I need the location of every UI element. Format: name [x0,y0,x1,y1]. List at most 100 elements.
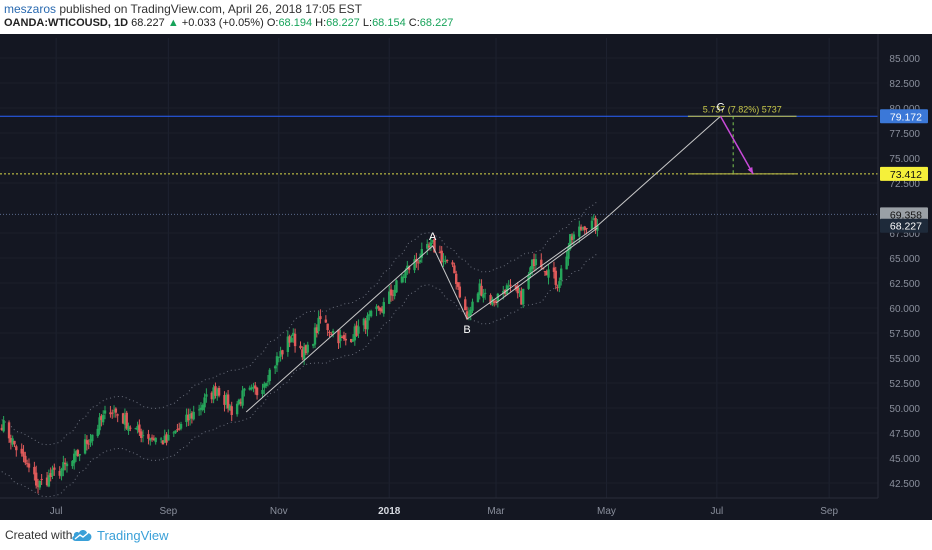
low-label: L: [362,17,373,29]
x-tick-label: 2018 [378,506,401,517]
candle [483,292,487,294]
candle [527,274,530,289]
candle [116,414,119,416]
candle [134,428,137,430]
candle [529,267,532,275]
candle [581,227,585,230]
candle [85,440,89,444]
y-tick-label: 82.500 [889,79,920,90]
change-value: +0.033 (+0.05%) [181,17,264,29]
candle [266,381,270,383]
x-tick-label: Sep [820,506,838,517]
y-tick-label: 85.000 [889,54,920,65]
candle [554,270,557,285]
candle [433,238,436,253]
x-tick-label: Jul [50,506,63,517]
candle [331,330,335,333]
candle [71,460,74,467]
y-tick-label: 67.500 [889,229,920,240]
candle [89,439,92,443]
candle [304,345,308,354]
candle [241,390,244,406]
candle [350,338,353,343]
y-tick-label: 65.000 [889,254,920,265]
candle [429,242,433,247]
candle [212,387,215,400]
candle [159,438,163,440]
candle [281,350,284,355]
author-link[interactable]: meszaros [4,2,57,16]
candle [129,427,132,429]
price-tag-79.172: 79.172 [890,111,922,123]
high-label: H: [315,17,327,29]
candle [197,409,201,411]
candle [543,271,547,273]
candle [174,430,177,433]
candle [149,438,152,441]
candle [353,326,357,341]
candle [368,314,371,316]
candle [163,435,166,443]
support-trendline [495,227,598,304]
candle [339,334,342,342]
tradingview-logo[interactable]: TradingView [71,525,169,545]
open-label: O: [266,17,279,29]
candle [248,387,252,390]
candle [161,440,165,445]
x-tick-label: Jul [710,506,723,517]
candle [20,448,23,454]
candle [393,289,396,297]
candle [293,333,297,347]
candle [250,387,253,390]
candle [426,244,429,249]
candle [9,438,13,443]
candle [545,271,548,276]
candle [165,434,168,443]
candle [203,397,206,408]
candle [36,485,40,487]
y-tick-label: 72.500 [889,179,920,190]
candle [239,401,242,404]
candle [442,259,445,261]
candle [125,412,128,429]
candle [275,356,279,366]
candle [380,309,384,312]
low-value: 68.154 [372,17,406,29]
chart-area[interactable]: 5.737 (7.82%) 5737 A B C 42.500 45.000 47.500 5… [0,34,932,520]
candle [402,276,405,278]
candle [319,316,322,320]
last-price: 68.227 [131,17,165,29]
candle [22,451,25,457]
candle [445,259,449,261]
candle [24,455,27,463]
projection-label: 5.737 (7.82%) 5737 [703,104,782,114]
y-tick-label: 75.000 [889,154,920,165]
candle [152,438,156,440]
price-chart-svg[interactable]: 5.737 (7.82%) 5737 A B C 42.500 45.000 47.500 5… [0,34,932,520]
close-label: C: [408,17,420,29]
candle [493,301,496,303]
candle [199,407,203,410]
candle [277,356,280,358]
candle [438,252,442,254]
candle [427,245,431,248]
candle [521,288,525,305]
candle [482,294,485,298]
candle [33,466,36,475]
candle [480,285,483,296]
candle [38,480,42,488]
candle [167,434,170,441]
candle [103,410,107,414]
y-tick-label: 60.000 [889,304,920,315]
y-tick-label: 47.500 [889,429,920,440]
candle [478,283,481,295]
candle [15,446,18,451]
candle [216,389,219,396]
candle [469,309,472,316]
candle [502,290,505,293]
candle [179,423,183,429]
candle [388,291,391,304]
candle [243,388,246,391]
candle [355,325,358,336]
candle [404,270,407,278]
